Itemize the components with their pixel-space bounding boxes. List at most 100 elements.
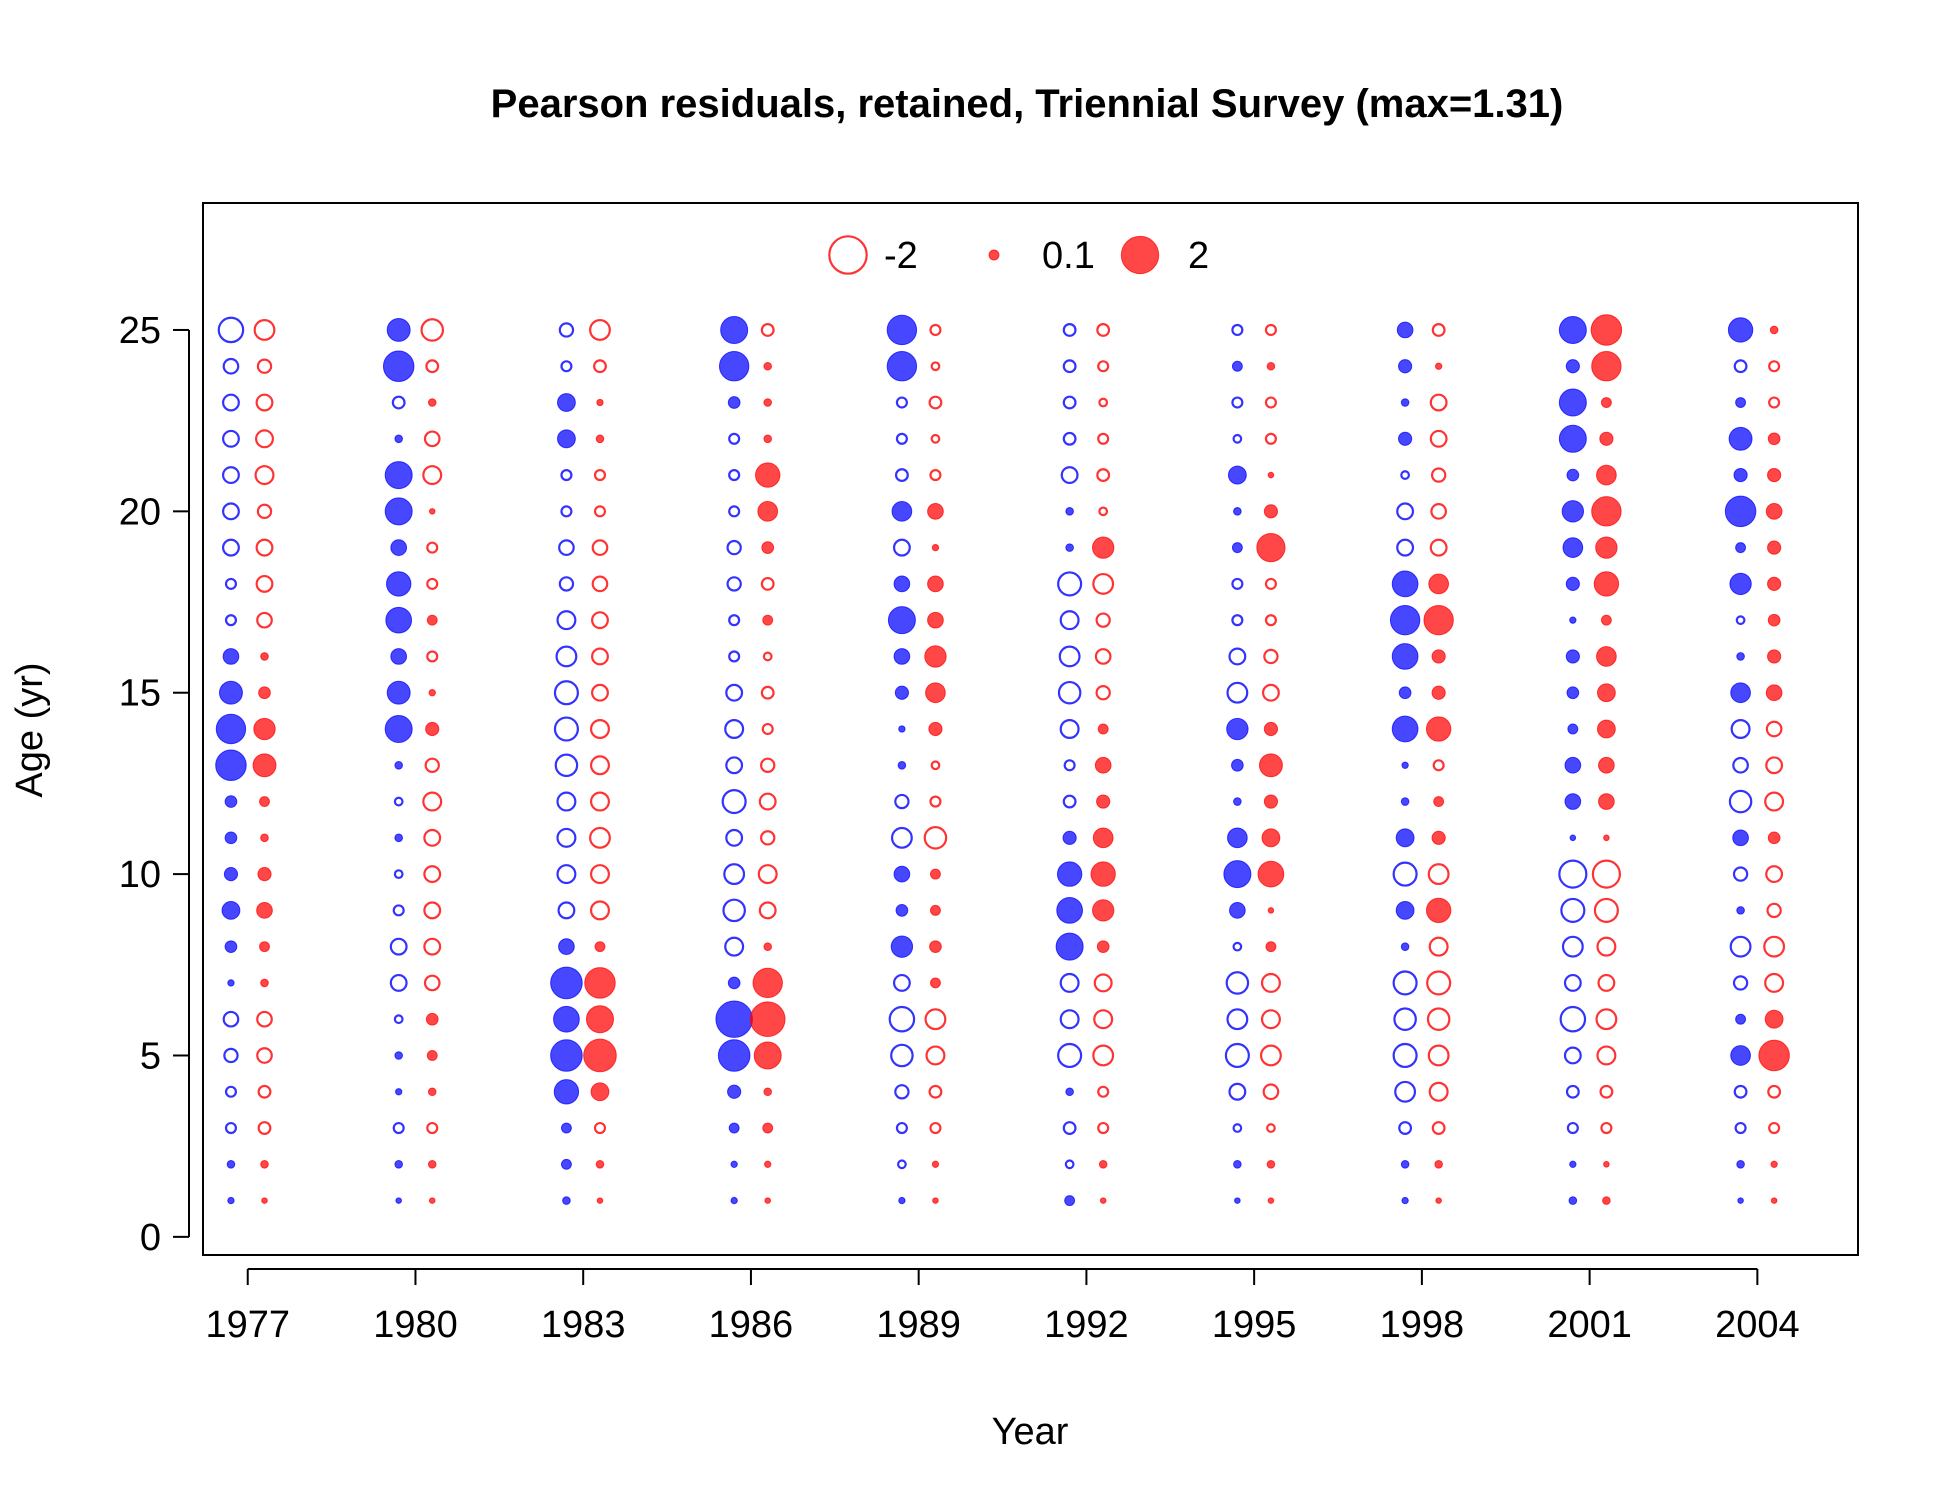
residual-bubble: [591, 647, 609, 666]
residual-bubble: [894, 793, 910, 810]
y-tick-label: 5: [140, 1035, 161, 1077]
residual-bubble: [426, 1121, 439, 1135]
residual-bubble: [424, 757, 440, 773]
residual-bubble: [556, 791, 577, 812]
residual-bubble: [1260, 1009, 1281, 1030]
x-axis-label: Year: [992, 1411, 1069, 1453]
x-tick-label: 2004: [1715, 1304, 1800, 1346]
residual-bubble: [1560, 897, 1586, 923]
residual-bubble: [1401, 1196, 1409, 1205]
residual-bubble: [760, 685, 775, 700]
residual-bubble: [1266, 1123, 1276, 1133]
residual-bubble: [1264, 323, 1277, 337]
residual-bubble: [224, 795, 238, 808]
residual-bubble: [385, 606, 413, 634]
residual-bubble: [897, 760, 907, 770]
residual-bubble: [1602, 1196, 1611, 1205]
residual-bubble: [1090, 861, 1116, 887]
residual-bubble: [215, 713, 247, 745]
residual-bubble: [1226, 717, 1249, 741]
legend-label: 0.1: [1042, 235, 1095, 277]
residual-bubble: [1590, 314, 1623, 346]
residual-bubble: [924, 645, 947, 668]
residual-bubble: [760, 757, 776, 773]
residual-bubble: [1735, 542, 1747, 554]
residual-bubble: [1435, 1197, 1442, 1204]
residual-bubble: [222, 1010, 240, 1028]
residual-bubble: [390, 539, 408, 556]
residual-bubble: [891, 501, 913, 522]
residual-bubble: [1263, 794, 1279, 809]
residual-bubble: [423, 974, 441, 992]
residual-bubble: [1056, 861, 1083, 887]
residual-bubble: [1231, 577, 1244, 590]
residual-bubble: [596, 1197, 604, 1204]
residual-bubble: [726, 576, 742, 592]
residual-bubble: [895, 432, 908, 445]
residual-bubble: [1764, 972, 1785, 993]
residual-bubble: [1062, 794, 1077, 809]
residual-bubble: [1225, 971, 1250, 995]
residual-bubble: [1596, 646, 1617, 667]
residual-bubble: [1256, 533, 1286, 563]
residual-bubble: [928, 395, 943, 410]
residual-bubble: [1434, 1160, 1443, 1169]
bubble-layer: [215, 314, 1790, 1207]
residual-bubble: [932, 1197, 939, 1204]
residual-bubble: [724, 718, 745, 740]
residual-bubble: [1096, 468, 1111, 483]
residual-bubble: [763, 434, 773, 444]
residual-bubble: [256, 1010, 273, 1028]
residual-bubble: [726, 539, 742, 556]
residual-bubble: [720, 315, 749, 344]
residual-bubble: [422, 465, 443, 486]
residual-bubble: [727, 976, 741, 990]
residual-bubble: [1092, 536, 1115, 559]
residual-bubble: [1059, 718, 1080, 740]
residual-bubble: [428, 1197, 436, 1204]
residual-bubble: [762, 1122, 774, 1134]
residual-bubble: [422, 791, 443, 812]
residual-bubble: [761, 722, 774, 736]
residual-bubble: [589, 755, 610, 776]
residual-bubble: [423, 865, 442, 884]
residual-bubble: [553, 1079, 580, 1105]
residual-bubble: [753, 1041, 782, 1070]
residual-bubble: [764, 1160, 772, 1168]
residual-bubble: [1768, 396, 1781, 409]
residual-bubble: [222, 357, 240, 375]
residual-bubble: [394, 434, 403, 444]
residual-bubble: [260, 833, 269, 843]
residual-bubble: [1736, 906, 1745, 915]
y-axis-label: Age (yr): [9, 662, 51, 797]
x-tick-label: 1977: [205, 1304, 290, 1346]
residual-bubble: [560, 1122, 572, 1134]
residual-bubble: [1596, 464, 1617, 486]
residual-bubble: [1400, 398, 1410, 407]
residual-bubble: [1093, 973, 1113, 993]
residual-bubble: [724, 936, 745, 957]
residual-bubble: [1732, 975, 1749, 991]
residual-bubble: [1564, 793, 1582, 810]
residual-bubble: [929, 795, 942, 808]
residual-bubble: [1593, 571, 1620, 597]
residual-bubble: [1265, 941, 1277, 953]
residual-bubble: [384, 715, 413, 743]
residual-bubble: [929, 1121, 942, 1135]
residual-bubble: [929, 940, 942, 953]
residual-bubble: [752, 967, 783, 999]
x-tick-label: 1980: [373, 1304, 458, 1346]
residual-bubble: [1398, 431, 1413, 446]
residual-bubble: [556, 827, 577, 848]
residual-bubble: [887, 606, 916, 635]
residual-bubble: [1097, 432, 1110, 445]
residual-bubble: [1266, 1160, 1276, 1169]
residual-bubble: [1432, 759, 1445, 772]
residual-bubble: [894, 685, 909, 700]
residual-bubble: [1434, 362, 1443, 370]
residual-bubble: [1064, 1159, 1075, 1170]
residual-bubble: [725, 756, 744, 775]
residual-bubble: [556, 864, 577, 885]
residual-bubble: [218, 680, 243, 705]
residual-bubble: [1558, 315, 1587, 344]
